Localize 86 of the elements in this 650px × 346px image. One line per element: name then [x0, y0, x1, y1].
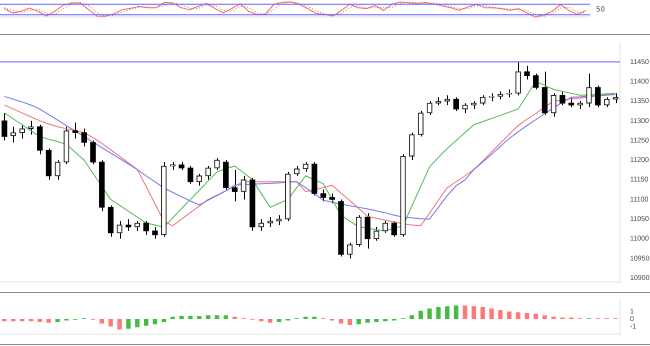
bar — [268, 318, 272, 323]
candlestick — [391, 220, 397, 238]
candlestick — [72, 122, 78, 140]
bar — [197, 316, 202, 319]
candlestick — [214, 158, 220, 170]
bar — [436, 306, 441, 319]
bar — [410, 315, 414, 319]
bar — [162, 318, 166, 322]
candlestick — [515, 61, 521, 96]
bar — [11, 318, 16, 322]
bar — [117, 318, 122, 330]
candlestick — [205, 166, 211, 180]
bar — [135, 318, 140, 328]
candlestick — [152, 226, 158, 240]
bar — [224, 315, 228, 319]
bar — [108, 318, 113, 326]
bar — [356, 318, 361, 324]
bar — [427, 308, 432, 319]
candlestick — [81, 128, 87, 147]
bar — [46, 318, 51, 323]
bar — [472, 306, 476, 319]
candlestick — [116, 220, 122, 240]
bar — [188, 316, 193, 319]
bar — [214, 315, 220, 319]
candlestick — [409, 132, 415, 161]
bar — [55, 318, 60, 322]
candlestick — [568, 96, 574, 108]
candlestick — [90, 140, 96, 165]
bar — [100, 318, 104, 324]
candlestick — [462, 102, 468, 114]
bar — [383, 318, 388, 322]
bar — [2, 318, 7, 322]
candlestick — [480, 94, 486, 106]
bar — [348, 318, 352, 325]
candlestick — [533, 73, 539, 90]
candlestick — [232, 169, 238, 202]
bar — [418, 310, 423, 319]
candlestick — [54, 160, 60, 180]
bar — [498, 310, 503, 319]
candlestick — [364, 212, 370, 250]
candlestick — [560, 90, 566, 106]
bar — [20, 318, 24, 322]
bar — [516, 312, 520, 319]
candlestick — [374, 226, 380, 242]
bar — [524, 312, 530, 319]
candlestick — [188, 166, 194, 184]
bar — [462, 305, 468, 319]
candlestick — [329, 193, 335, 204]
candlestick — [586, 73, 592, 108]
bar — [454, 305, 458, 319]
bar — [480, 306, 485, 319]
candlestick — [604, 96, 610, 108]
candlestick — [453, 96, 459, 112]
candlestick — [126, 218, 132, 232]
candlestick — [426, 100, 432, 116]
candlestick — [524, 65, 530, 80]
candlestick — [595, 84, 601, 108]
candlestick — [240, 175, 246, 200]
candlestick — [143, 220, 149, 236]
candlestick — [302, 162, 308, 172]
candlestick — [258, 218, 264, 232]
bar — [126, 318, 131, 329]
candlestick — [134, 220, 140, 232]
bar — [445, 306, 450, 319]
candlestick — [347, 242, 353, 259]
bar — [374, 318, 379, 322]
bar — [338, 318, 344, 324]
bar — [276, 318, 282, 322]
bar — [206, 315, 210, 319]
bar — [144, 318, 148, 326]
candlestick — [418, 110, 424, 138]
bar — [365, 318, 370, 323]
candlestick — [382, 220, 388, 234]
bar — [507, 311, 512, 319]
bar — [179, 316, 184, 319]
bar — [38, 318, 42, 322]
candlestick — [267, 216, 273, 228]
bar — [534, 314, 538, 319]
candlestick — [320, 189, 326, 202]
candlestick — [19, 124, 25, 140]
bar — [489, 308, 494, 319]
candlestick — [196, 173, 202, 186]
bar — [542, 315, 547, 319]
candlestick — [550, 92, 556, 118]
bar — [259, 318, 264, 322]
candlestick — [2, 112, 8, 141]
